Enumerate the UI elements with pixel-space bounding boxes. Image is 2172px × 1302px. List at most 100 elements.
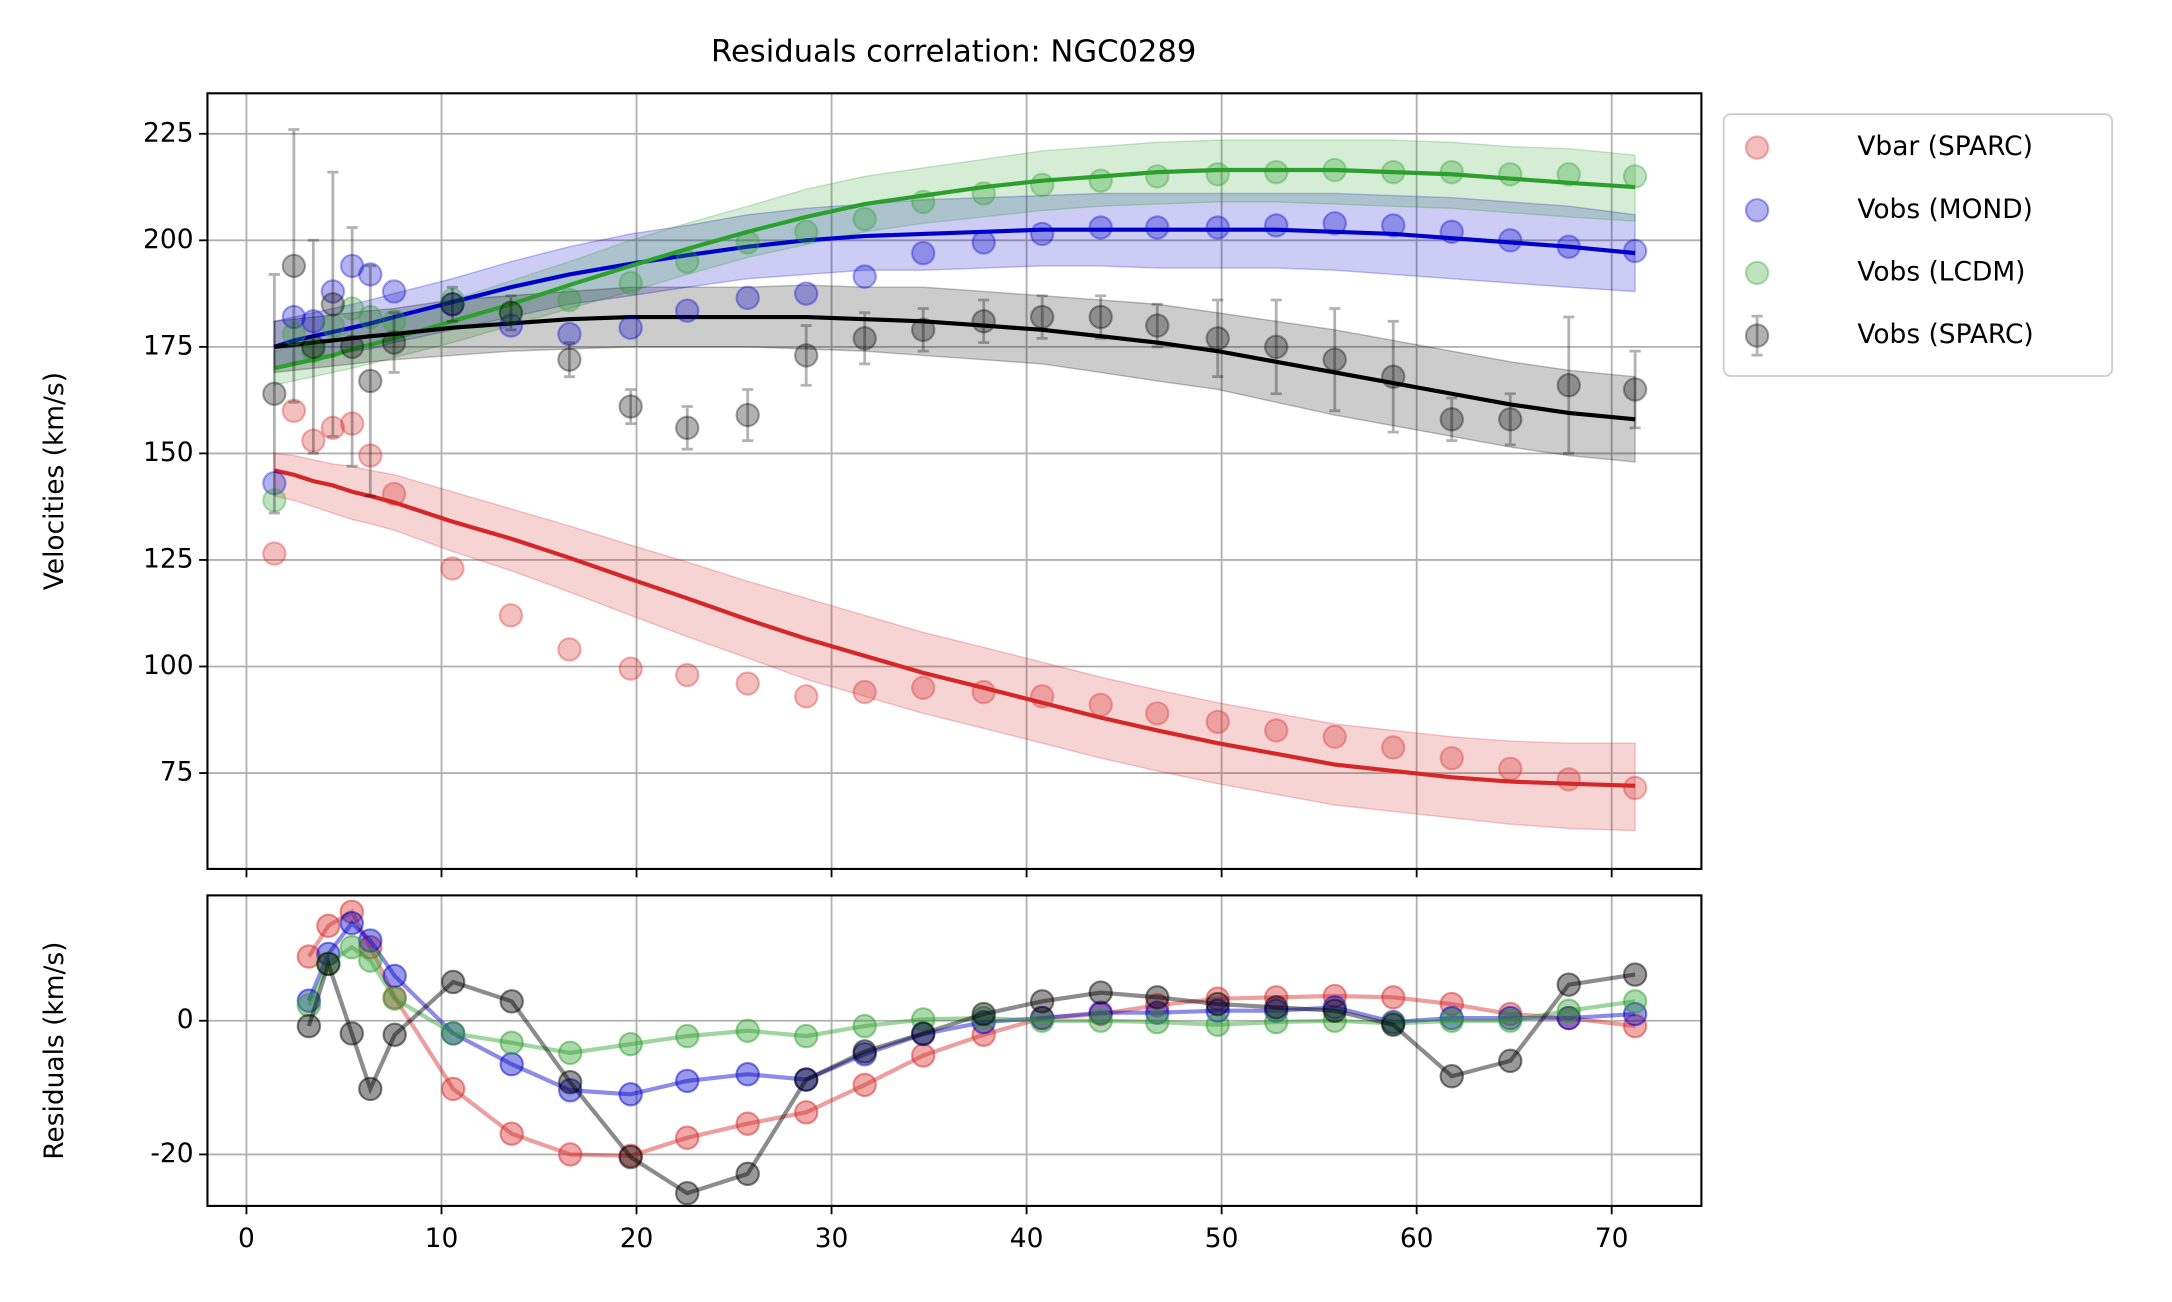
point — [1498, 162, 1523, 187]
y-tick-label: 75 — [160, 757, 194, 788]
point — [1381, 364, 1406, 389]
residual-point — [1322, 998, 1347, 1023]
point — [1264, 159, 1289, 185]
residual-line — [307, 908, 1636, 1158]
residual-point — [441, 1076, 466, 1102]
point — [1498, 228, 1523, 253]
error-bar — [917, 307, 929, 353]
residual-point — [1145, 993, 1170, 1018]
residual-point — [1622, 962, 1648, 987]
point — [1622, 775, 1648, 801]
point — [735, 230, 760, 255]
point — [301, 309, 326, 334]
point — [440, 292, 465, 317]
residual-point — [1030, 989, 1055, 1014]
point — [262, 381, 287, 406]
point — [735, 285, 760, 311]
residual-point — [558, 1078, 583, 1103]
fit-line — [273, 468, 1636, 788]
point — [1322, 211, 1347, 236]
legend-marker — [1744, 135, 1770, 160]
point — [852, 679, 877, 705]
residual-point — [558, 1070, 583, 1095]
point — [1498, 756, 1523, 781]
legend-marker — [1744, 323, 1770, 348]
error-bar — [742, 388, 754, 443]
point — [281, 321, 307, 347]
point — [358, 304, 383, 330]
residual-point — [794, 1100, 819, 1125]
point — [1556, 162, 1581, 187]
y-tick-label: 225 — [143, 117, 193, 148]
error-bar — [388, 311, 400, 374]
error-bar — [446, 285, 458, 323]
residual-point — [971, 1022, 996, 1047]
point — [1030, 304, 1055, 330]
point — [339, 334, 365, 360]
point — [498, 603, 524, 628]
legend-label: Vbar (SPARC) — [1857, 131, 2033, 162]
point — [971, 309, 996, 334]
residual-point — [675, 1125, 700, 1150]
point — [1088, 215, 1113, 240]
point — [1088, 304, 1113, 330]
plot-area — [262, 128, 1648, 832]
residual-point — [971, 1001, 996, 1027]
residual-point — [1264, 995, 1289, 1020]
residual-point — [1622, 1001, 1648, 1027]
point — [1030, 221, 1055, 247]
residual-point — [558, 1040, 583, 1066]
point — [1381, 213, 1406, 238]
point — [1264, 213, 1289, 238]
error-bar — [1151, 302, 1163, 349]
residual-point — [441, 1021, 466, 1046]
fit-line — [273, 167, 1636, 371]
point — [498, 300, 524, 325]
point — [1088, 168, 1113, 193]
legend-marker — [1744, 260, 1770, 286]
point — [281, 253, 307, 279]
point — [381, 330, 407, 355]
point — [735, 402, 760, 428]
residual-point — [1556, 1005, 1581, 1031]
residual-point — [1205, 991, 1230, 1017]
error-bar — [1212, 298, 1224, 379]
point — [1322, 157, 1347, 183]
point — [301, 338, 326, 364]
error-bar — [1036, 294, 1048, 340]
point — [1498, 407, 1523, 432]
point — [911, 240, 936, 266]
y-tick-label: 200 — [143, 224, 193, 255]
error-bar — [1387, 319, 1399, 434]
y-axis-label: Velocities (km/s) — [39, 372, 70, 590]
residual-point — [675, 1023, 700, 1049]
point — [1322, 347, 1347, 372]
residual-point — [499, 1121, 524, 1146]
band — [273, 192, 1636, 370]
error-bar — [1504, 392, 1516, 447]
error-bar — [346, 226, 358, 468]
point — [381, 279, 407, 304]
point — [911, 189, 936, 215]
legend-marker — [1744, 198, 1770, 223]
point — [1439, 745, 1464, 771]
point — [557, 637, 582, 662]
point — [262, 541, 287, 566]
residual-point — [1439, 1064, 1464, 1089]
point — [320, 292, 346, 317]
point — [440, 287, 465, 313]
point — [440, 292, 465, 317]
error-bar — [563, 341, 576, 379]
point — [1145, 215, 1170, 240]
point — [301, 334, 326, 360]
point — [1439, 407, 1464, 432]
y-tick-label: 150 — [143, 437, 193, 468]
residual-point — [735, 1111, 760, 1136]
residual-point — [852, 1013, 877, 1039]
point — [618, 270, 643, 296]
point — [1030, 684, 1055, 709]
residual-point — [618, 1082, 643, 1107]
point — [262, 471, 287, 496]
residual-point — [794, 1023, 819, 1049]
